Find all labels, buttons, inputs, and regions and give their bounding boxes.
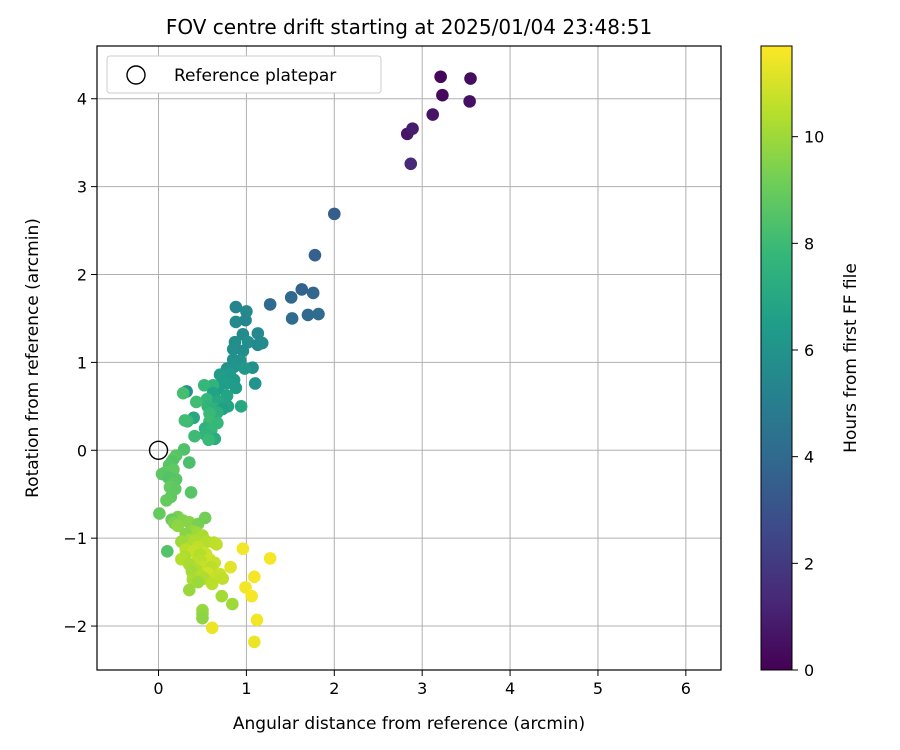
- colorbar-tick-label: 8: [804, 234, 814, 253]
- y-tick-label: 2: [77, 266, 87, 285]
- colorbar-tick-label: 2: [804, 554, 814, 573]
- data-point: [284, 291, 298, 304]
- data-point: [404, 157, 418, 171]
- data-point: [198, 511, 212, 525]
- data-point: [176, 386, 190, 400]
- legend-marker: [126, 65, 146, 85]
- data-point: [188, 429, 201, 443]
- data-point: [229, 315, 243, 329]
- x-tick-label: 6: [681, 679, 691, 698]
- data-point: [229, 300, 243, 314]
- data-point: [238, 362, 251, 375]
- plot-frame: [96, 45, 722, 671]
- data-point: [224, 560, 237, 574]
- colorbar-label: Hours from first FF file: [841, 263, 861, 453]
- data-point: [236, 542, 250, 556]
- data-point: [226, 342, 240, 356]
- y-tick-label: 4: [77, 90, 87, 109]
- colorbar-tick-label: 6: [804, 341, 814, 360]
- data-point: [160, 494, 173, 507]
- x-tick-label: 3: [417, 679, 427, 698]
- data-point: [205, 621, 219, 635]
- data-point: [236, 344, 250, 358]
- x-axis-ticks: 0 1 2 3 4 5 6: [153, 670, 691, 698]
- y-tick-label: 3: [77, 178, 87, 197]
- data-point: [234, 400, 248, 413]
- data-point: [248, 377, 262, 390]
- data-point: [182, 456, 196, 469]
- data-point: [263, 552, 277, 565]
- data-point: [171, 519, 185, 533]
- data-point: [250, 613, 264, 627]
- data-point: [196, 611, 209, 625]
- colorbar-ticks: 0 2 4 6 8 10: [792, 128, 824, 680]
- colorbar-tick-label: 0: [804, 661, 814, 680]
- y-tick-label: 0: [77, 441, 87, 460]
- data-point: [248, 570, 261, 584]
- y-axis-ticks: −2 −1 0 1 2 3 4: [63, 90, 97, 636]
- data-point: [239, 581, 252, 594]
- data-point: [153, 507, 166, 520]
- colorbar-gradient: [760, 45, 793, 671]
- data-point: [295, 283, 309, 296]
- data-point: [312, 307, 325, 321]
- data-point: [226, 597, 239, 611]
- data-point: [406, 122, 419, 135]
- data-point: [215, 589, 229, 603]
- data-point: [184, 486, 198, 499]
- data-point: [327, 207, 341, 221]
- data-point: [248, 635, 261, 649]
- data-point: [229, 381, 243, 395]
- chart-title: FOV centre drift starting at 2025/01/04 …: [166, 15, 652, 39]
- data-points: [153, 70, 477, 649]
- data-point: [178, 414, 192, 427]
- data-point: [182, 583, 196, 597]
- y-tick-label: −2: [63, 617, 87, 636]
- data-point: [202, 433, 215, 447]
- data-point: [306, 286, 320, 300]
- data-point: [308, 248, 322, 262]
- colorbar: 0 2 4 6 8 10 Hours from first FF file: [760, 45, 861, 680]
- data-point: [285, 312, 299, 325]
- data-point: [464, 72, 477, 85]
- x-axis-label: Angular distance from reference (arcmin): [233, 714, 585, 734]
- data-point: [210, 538, 223, 551]
- y-tick-label: 1: [77, 353, 87, 372]
- data-point: [191, 575, 205, 589]
- data-point: [161, 545, 174, 558]
- y-tick-label: −1: [63, 529, 87, 548]
- colorbar-tick-label: 4: [804, 448, 814, 467]
- data-point: [216, 572, 229, 585]
- x-tick-label: 0: [153, 679, 163, 698]
- legend-box: [106, 55, 382, 94]
- reference-marker: [148, 440, 169, 460]
- data-point: [434, 70, 447, 84]
- colorbar-tick-label: 10: [804, 128, 824, 147]
- x-tick-label: 2: [329, 679, 339, 698]
- legend-label: Reference platepar: [174, 66, 336, 86]
- data-point: [190, 395, 203, 409]
- data-point: [263, 298, 277, 311]
- data-point: [205, 577, 219, 591]
- data-point: [251, 327, 265, 340]
- data-point: [426, 108, 440, 121]
- data-point: [301, 308, 315, 322]
- data-point: [436, 88, 449, 102]
- y-axis-label: Rotation from reference (arcmin): [23, 218, 43, 498]
- data-point: [239, 313, 252, 327]
- data-point: [245, 589, 258, 603]
- grid-lines: [97, 46, 721, 670]
- x-tick-label: 1: [241, 679, 251, 698]
- data-point: [197, 378, 211, 392]
- legend: Reference platepar: [106, 55, 382, 94]
- x-tick-label: 4: [505, 679, 515, 698]
- x-tick-label: 5: [593, 679, 603, 698]
- data-point: [255, 336, 269, 350]
- data-point: [463, 95, 476, 108]
